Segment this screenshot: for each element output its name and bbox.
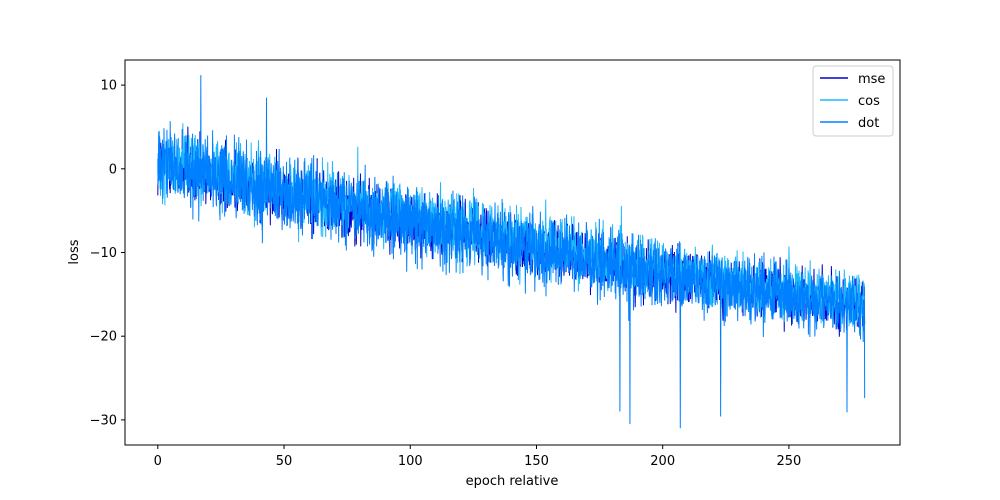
x-tick-label: 250 [777,454,802,469]
x-axis-label: epoch relative [466,474,559,489]
legend-label-mse: mse [858,72,885,87]
x-tick-label: 150 [524,454,549,469]
legend: mse cos dot [812,65,894,137]
y-axis-label: loss [67,239,82,264]
x-tick-label: 100 [398,454,423,469]
y-tick-label: −30 [90,413,117,428]
x-ticks: 0 50 100 150 200 250 [154,445,802,469]
y-tick-label: −20 [90,330,117,345]
series-line-dot [157,75,866,429]
series-layer [157,75,866,429]
x-tick-label: 50 [276,454,293,469]
y-ticks: 10 0 −10 −20 −30 [90,79,125,428]
x-tick-label: 0 [154,454,162,469]
y-tick-label: −10 [90,246,117,261]
legend-label-dot: dot [858,116,879,131]
y-tick-label: 0 [109,162,117,177]
x-tick-label: 200 [650,454,675,469]
y-tick-label: 10 [100,79,117,94]
legend-box [812,65,894,137]
legend-label-cos: cos [858,94,880,109]
